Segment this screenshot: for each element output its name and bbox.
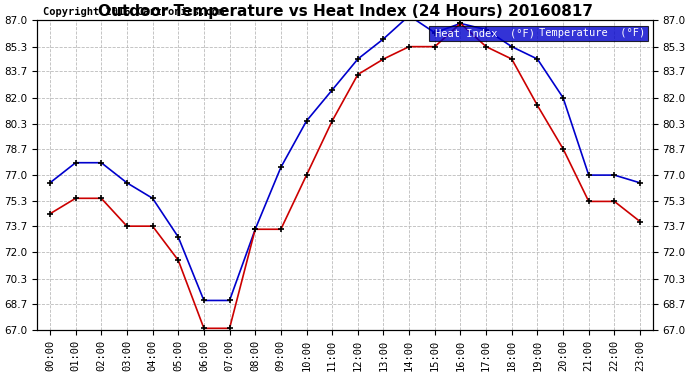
Text: Copyright 2016 Cartronics.com: Copyright 2016 Cartronics.com [43, 7, 224, 17]
Legend: Heat Index  (°F), Temperature  (°F): Heat Index (°F), Temperature (°F) [429, 26, 648, 40]
Title: Outdoor Temperature vs Heat Index (24 Hours) 20160817: Outdoor Temperature vs Heat Index (24 Ho… [97, 4, 593, 19]
